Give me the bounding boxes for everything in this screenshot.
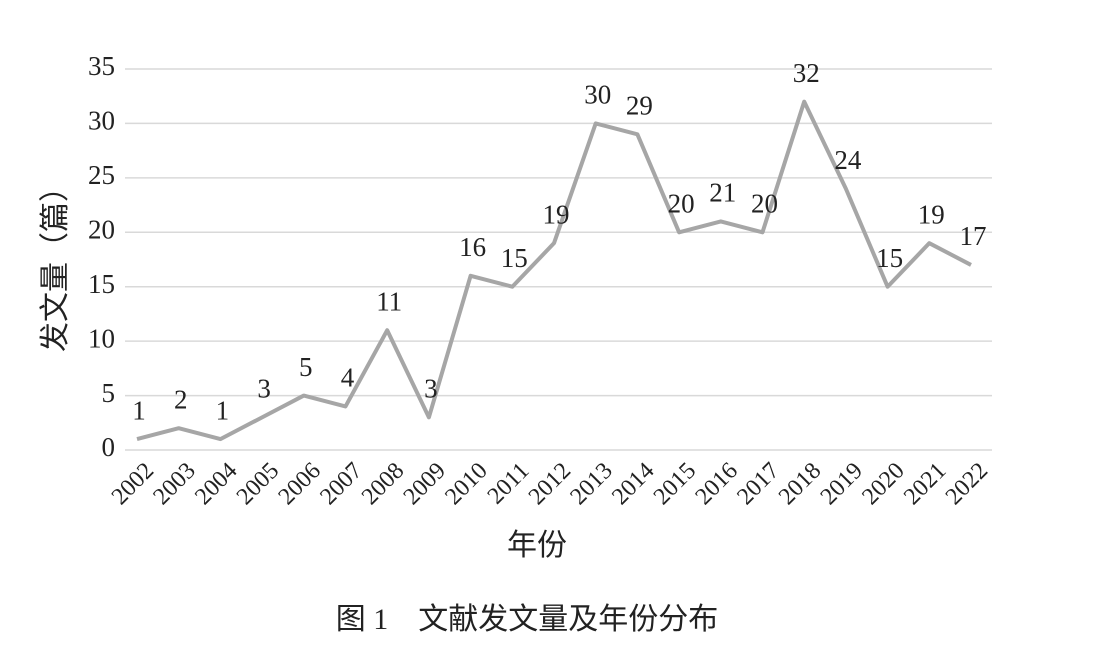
x-tick-label: 2011	[483, 458, 535, 510]
y-tick-label: 10	[88, 323, 115, 353]
data-label: 19	[918, 199, 945, 229]
y-tick-label: 20	[88, 214, 115, 244]
data-label: 24	[834, 145, 862, 175]
data-label: 32	[793, 58, 820, 88]
data-label: 15	[501, 243, 528, 273]
x-tick-label: 2015	[649, 458, 701, 510]
data-label: 17	[960, 221, 987, 251]
y-tick-label: 30	[88, 106, 115, 136]
x-tick-label: 2021	[899, 458, 951, 510]
x-tick-label: 2010	[440, 458, 492, 510]
x-tick-label: 2007	[315, 458, 367, 510]
x-tick-label: 2009	[399, 458, 451, 510]
y-tick-label: 15	[88, 269, 115, 299]
data-label: 11	[376, 286, 402, 316]
x-tick-label: 2013	[566, 458, 618, 510]
y-tick-label: 25	[88, 160, 115, 190]
y-tick-label: 0	[102, 432, 116, 462]
data-label: 3	[257, 374, 271, 404]
data-label: 3	[424, 374, 438, 404]
data-label: 20	[668, 188, 695, 218]
data-label: 16	[459, 232, 486, 262]
x-tick-label: 2022	[941, 458, 993, 510]
data-label: 1	[132, 395, 146, 425]
data-label: 30	[584, 80, 611, 110]
y-axis-label: 发文量（篇）	[39, 172, 72, 352]
y-tick-label: 5	[102, 378, 116, 408]
x-tick-label: 2017	[732, 458, 784, 510]
data-label: 1	[216, 395, 230, 425]
caption: 图 1 文献发文量及年份分布	[336, 603, 719, 636]
x-axis-label: 年份	[507, 529, 567, 562]
x-tick-label: 2018	[774, 458, 826, 510]
data-label: 20	[751, 188, 778, 218]
data-label: 21	[709, 178, 736, 208]
data-label: 19	[543, 199, 570, 229]
x-tick-label: 2019	[816, 458, 868, 510]
x-tick-label: 2003	[149, 458, 201, 510]
data-label: 2	[174, 384, 188, 414]
x-tick-label: 2012	[524, 458, 576, 510]
x-tick-label: 2014	[607, 458, 659, 510]
x-tick-label: 2005	[232, 458, 284, 510]
x-tick-label: 2004	[190, 458, 242, 510]
data-label: 15	[876, 243, 903, 273]
data-label: 5	[299, 352, 313, 382]
data-label: 4	[341, 363, 355, 393]
line	[136, 99, 972, 442]
x-tick-label: 2020	[857, 458, 909, 510]
y-tick-label: 35	[88, 51, 115, 81]
x-tick-label: 2006	[274, 458, 326, 510]
x-tick-label: 2008	[357, 458, 409, 510]
x-tick-label: 2002	[107, 458, 159, 510]
data-label: 29	[626, 91, 653, 121]
x-tick-label: 2016	[691, 458, 743, 510]
